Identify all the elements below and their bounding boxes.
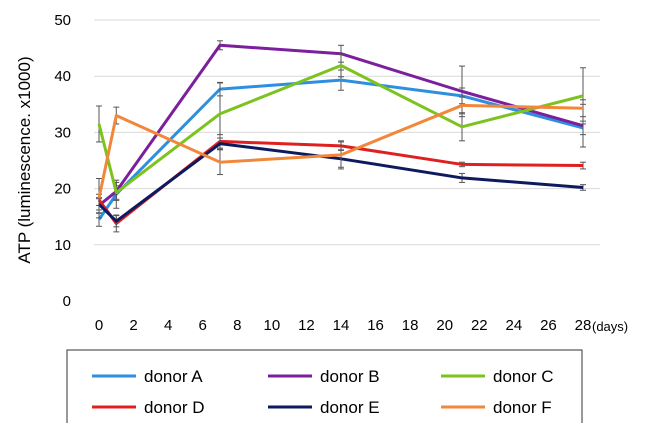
legend-label: donor A: [144, 367, 203, 386]
x-tick-label: 14: [333, 317, 350, 334]
y-tick-label: 30: [54, 124, 71, 141]
y-tick-label: 20: [54, 181, 71, 198]
series-line: [97, 142, 584, 223]
series-line: [97, 78, 584, 221]
x-tick-label: 24: [506, 317, 523, 334]
series-line: [97, 103, 584, 199]
y-tick-label: 0: [63, 293, 71, 310]
y-tick-label: 10: [54, 237, 71, 254]
gridlines: [94, 19, 600, 246]
x-tick-label: 22: [471, 317, 488, 334]
y-axis-label: ATP (luminescence. x1000): [15, 56, 34, 263]
x-axis-unit: (days): [592, 319, 628, 334]
y-axis-ticks: 0 10 20 30 40 50: [54, 12, 71, 310]
legend-label: donor E: [320, 398, 380, 417]
series-donor-C: [96, 53, 586, 200]
x-tick-label: 26: [540, 317, 557, 334]
legend-label: donor B: [320, 367, 380, 386]
legend: [66, 349, 583, 423]
x-tick-label: 10: [264, 317, 281, 334]
y-tick-label: 40: [54, 68, 71, 85]
series-donor-F: [96, 96, 586, 219]
series-line: [97, 64, 584, 195]
x-tick-label: 18: [402, 317, 419, 334]
legend-label: donor C: [493, 367, 553, 386]
x-tick-label: 16: [367, 317, 384, 334]
x-axis-ticks: 0 2 4 6 8 10 12 14 16 18 20 22 24 26 28: [95, 317, 592, 334]
legend-item: donor D: [92, 398, 204, 417]
legend-label: donor F: [493, 398, 552, 417]
legend-item: donor E: [268, 398, 380, 417]
x-tick-label: 28: [575, 317, 592, 334]
legend-items: donor A donor B donor C donor D donor E donor…: [92, 367, 553, 417]
y-tick-label: 50: [54, 12, 71, 29]
x-tick-label: 0: [95, 317, 103, 334]
x-tick-label: 4: [164, 317, 172, 334]
legend-item: donor C: [441, 367, 553, 386]
legend-label: donor D: [144, 398, 204, 417]
legend-item: donor A: [92, 367, 203, 386]
x-tick-label: 12: [298, 317, 315, 334]
x-tick-label: 20: [436, 317, 453, 334]
series-line: [98, 43, 584, 207]
x-tick-label: 6: [199, 317, 207, 334]
series-group: [96, 40, 586, 233]
x-tick-label: 8: [233, 317, 241, 334]
legend-item: donor B: [268, 367, 380, 386]
legend-item: donor F: [441, 398, 552, 417]
x-tick-label: 2: [129, 317, 137, 334]
